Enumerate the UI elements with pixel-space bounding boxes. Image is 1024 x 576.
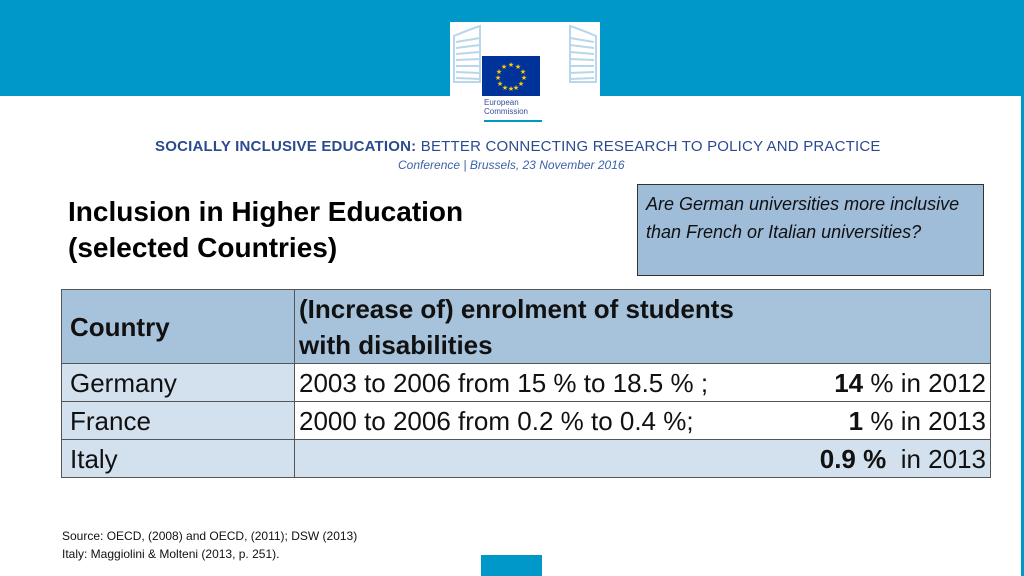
table-row: Italy 0.9 % in 2013 (61, 439, 991, 478)
latest-value-number: 1 (848, 405, 864, 436)
trend-text: 2003 to 2006 from 15 % to 18.5 % ; (299, 367, 709, 398)
conference-subtitle: Conference | Brussels, 23 November 2016 (398, 158, 625, 172)
footer-tab (481, 555, 542, 576)
latest-value-unit: in 2013 (886, 443, 986, 474)
header-enrolment: (Increase of) enrolment of students with… (294, 289, 991, 364)
svg-text:★: ★ (515, 63, 521, 71)
latest-value-unit: % in 2013 (863, 405, 986, 436)
conference-title-rest: BETTER CONNECTING RESEARCH TO POLICY AND… (416, 138, 881, 155)
logo-org-name: European Commission (484, 98, 528, 116)
svg-text:★: ★ (508, 61, 514, 69)
svg-text:★: ★ (508, 85, 514, 93)
enrolment-cell: 0.9 % in 2013 (294, 439, 991, 478)
svg-text:★: ★ (518, 80, 524, 88)
logo-line-commission: Commission (484, 107, 529, 116)
svg-text:★: ★ (513, 84, 519, 92)
conference-title-bold: SOCIALLY INCLUSIVE EDUCATION: (155, 138, 417, 155)
svg-text:★: ★ (520, 68, 526, 76)
slide-title-line2: (selected Countries) (68, 232, 338, 263)
slide-title: Inclusion in Higher Education (selected … (68, 194, 463, 266)
svg-text:★: ★ (501, 63, 507, 71)
enrolment-cell: 2003 to 2006 from 15 % to 18.5 % ; 14 % … (294, 363, 991, 402)
right-edge-line (1021, 96, 1024, 576)
latest-value-unit: % in 2012 (863, 367, 986, 398)
latest-value: 1 % in 2013 (849, 404, 986, 438)
source-line1: Source: OECD, (2008) and OECD, (2011); D… (62, 529, 358, 543)
european-commission-logo: ★ ★ ★ ★ ★ ★ ★ ★ ★ ★ ★ ★ European Commission (450, 22, 600, 126)
header-country: Country (61, 289, 295, 364)
enrolment-cell: 2000 to 2006 from 0.2 % to 0.4 %; 1 % in… (294, 401, 991, 440)
country-cell: France (61, 401, 295, 440)
country-cell: Germany (61, 363, 295, 402)
source-line2: Italy: Maggiolini & Molteni (2013, p. 25… (62, 547, 280, 561)
slide-title-line1: Inclusion in Higher Education (68, 196, 464, 227)
latest-value: 14 % in 2012 (834, 366, 986, 400)
enrolment-table: Country (Increase of) enrolment of stude… (61, 289, 991, 478)
header-enrolment-line1: (Increase of) enrolment of students (299, 293, 734, 324)
latest-value-number: 14 (834, 367, 864, 398)
european-commission-logo-icon: ★ ★★ ★★★ ★★★ ★★★ (453, 24, 597, 122)
svg-text:★: ★ (521, 74, 527, 82)
header-enrolment-line2: with disabilities (299, 329, 493, 360)
conference-title: SOCIALLY INCLUSIVE EDUCATION: BETTER CON… (155, 138, 881, 155)
trend-text: 2000 to 2006 from 0.2 % to 0.4 %; (299, 405, 694, 436)
svg-text:★: ★ (502, 84, 508, 92)
country-cell: Italy (61, 439, 295, 478)
svg-text:★: ★ (495, 74, 501, 82)
svg-text:★: ★ (497, 80, 503, 88)
latest-value-number: 0.9 % (819, 443, 887, 474)
logo-line-european: European (484, 98, 519, 107)
table-row: Germany 2003 to 2006 from 15 % to 18.5 %… (61, 363, 991, 402)
question-box: Are German universities more inclusive t… (637, 184, 984, 276)
svg-text:★: ★ (496, 68, 502, 76)
table-row: France 2000 to 2006 from 0.2 % to 0.4 %;… (61, 401, 991, 440)
source-note: Source: OECD, (2008) and OECD, (2011); D… (62, 527, 357, 563)
table-header-row: Country (Increase of) enrolment of stude… (61, 289, 991, 364)
